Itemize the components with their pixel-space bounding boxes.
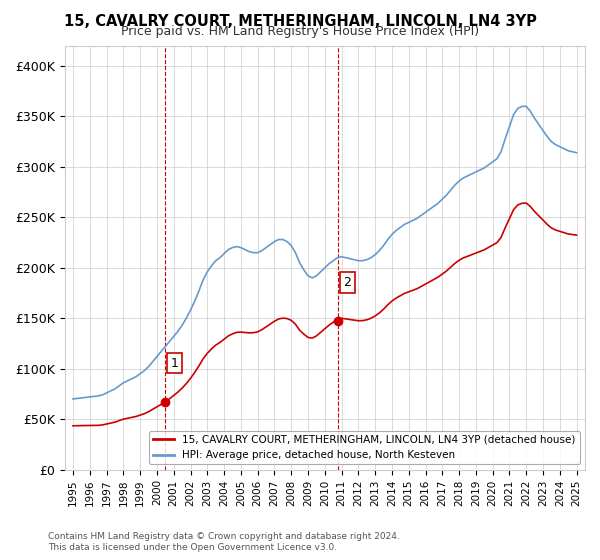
Legend: 15, CAVALRY COURT, METHERINGHAM, LINCOLN, LN4 3YP (detached house), HPI: Average: 15, CAVALRY COURT, METHERINGHAM, LINCOLN… — [149, 431, 580, 464]
Text: 15, CAVALRY COURT, METHERINGHAM, LINCOLN, LN4 3YP: 15, CAVALRY COURT, METHERINGHAM, LINCOLN… — [64, 14, 536, 29]
Text: Contains HM Land Registry data © Crown copyright and database right 2024.
This d: Contains HM Land Registry data © Crown c… — [48, 532, 400, 552]
Text: Price paid vs. HM Land Registry's House Price Index (HPI): Price paid vs. HM Land Registry's House … — [121, 25, 479, 38]
Text: 1: 1 — [170, 357, 178, 370]
Text: 2: 2 — [343, 276, 351, 289]
